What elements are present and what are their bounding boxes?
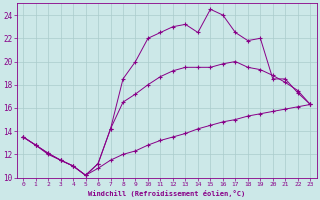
X-axis label: Windchill (Refroidissement éolien,°C): Windchill (Refroidissement éolien,°C) xyxy=(88,190,245,197)
